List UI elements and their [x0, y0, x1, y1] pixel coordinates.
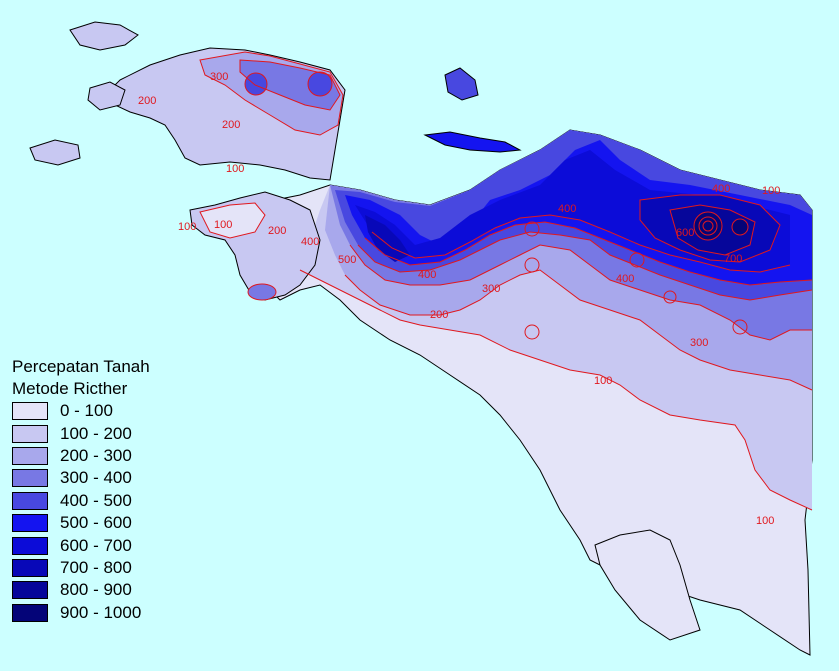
contour-label: 300: [482, 283, 500, 295]
contour-label: 400: [418, 269, 436, 281]
legend-label: 300 - 400: [60, 468, 132, 488]
legend-swatch: [12, 402, 48, 421]
legend-item: 300 - 400: [12, 467, 182, 489]
legend-swatch: [12, 536, 48, 555]
birds-head-300-400: [240, 60, 340, 110]
contour-label: 400: [616, 273, 634, 285]
contour-label: 200: [138, 95, 156, 107]
legend-label: 100 - 200: [60, 423, 132, 443]
contour-label: 300: [210, 71, 228, 83]
contour-label: 100: [178, 221, 196, 233]
legend-label: 700 - 800: [60, 557, 132, 577]
legend-title-line1: Percepatan Tanah: [12, 357, 150, 376]
frederik-hendrik-island: [594, 529, 701, 641]
contour-label: 100: [226, 163, 244, 175]
legend-swatch: [12, 581, 48, 600]
legend-swatch: [12, 491, 48, 510]
legend-item: 600 - 700: [12, 534, 182, 556]
contour-label: 200: [430, 309, 448, 321]
contour-label: 600: [676, 227, 694, 239]
legend-item: 400 - 500: [12, 490, 182, 512]
contour-label: 100: [762, 185, 780, 197]
legend-label: 600 - 700: [60, 535, 132, 555]
legend-rows: 0 - 100 100 - 200 200 - 300 300 - 400 400 - …: [12, 400, 182, 624]
bomberai-peak: [248, 284, 276, 300]
legend: Percepatan Tanah Metode Ricther 0 - 100 1…: [12, 356, 182, 624]
contour-label: 100: [594, 375, 612, 387]
contour-label: 500: [338, 254, 356, 266]
legend-label: 800 - 900: [60, 580, 132, 600]
legend-item: 900 - 1000: [12, 602, 182, 624]
legend-item: 800 - 900: [12, 579, 182, 601]
legend-item: 700 - 800: [12, 557, 182, 579]
birds-head-peak-b: [308, 72, 332, 96]
contour-label: 300: [690, 337, 708, 349]
birds-head-peak-a: [245, 73, 267, 95]
legend-swatch: [12, 424, 48, 443]
contour-label: 100: [214, 219, 232, 231]
legend-item: 0 - 100: [12, 400, 182, 422]
zone-700-800-west: [365, 215, 410, 262]
contour-label: 100: [756, 515, 774, 527]
legend-item: 500 - 600: [12, 512, 182, 534]
misool-island: [29, 139, 81, 166]
legend-swatch: [12, 603, 48, 622]
contour-lines: [199, 51, 813, 511]
legend-label: 200 - 300: [60, 445, 132, 465]
contour-label: 400: [558, 203, 576, 215]
contour-label: 400: [712, 183, 730, 195]
legend-label: 400 - 500: [60, 490, 132, 510]
legend-label: 500 - 600: [60, 513, 132, 533]
contour-label: 700: [724, 253, 742, 265]
legend-swatch: [12, 446, 48, 465]
contour-label: 200: [222, 119, 240, 131]
peak-east: [732, 219, 748, 235]
legend-swatch: [12, 558, 48, 577]
legend-label: 900 - 1000: [60, 602, 142, 622]
salawati-island: [87, 81, 126, 111]
legend-item: 100 - 200: [12, 422, 182, 444]
bomberai-0-100: [200, 203, 265, 238]
contour-label: 400: [301, 236, 319, 248]
contour-labels: 300 200 200 100 100 100 200 400 500 400 …: [138, 71, 780, 527]
contour-label: 200: [268, 225, 286, 237]
waigeo-island: [69, 21, 139, 51]
legend-item: 200 - 300: [12, 445, 182, 467]
biak-island: [444, 67, 479, 101]
legend-label: 0 - 100: [60, 401, 113, 421]
zone-900-1000: [694, 212, 722, 240]
legend-title-line2: Metode Ricther: [12, 379, 128, 398]
legend-swatch: [12, 469, 48, 488]
yapen-island: [423, 131, 522, 153]
legend-swatch: [12, 514, 48, 533]
